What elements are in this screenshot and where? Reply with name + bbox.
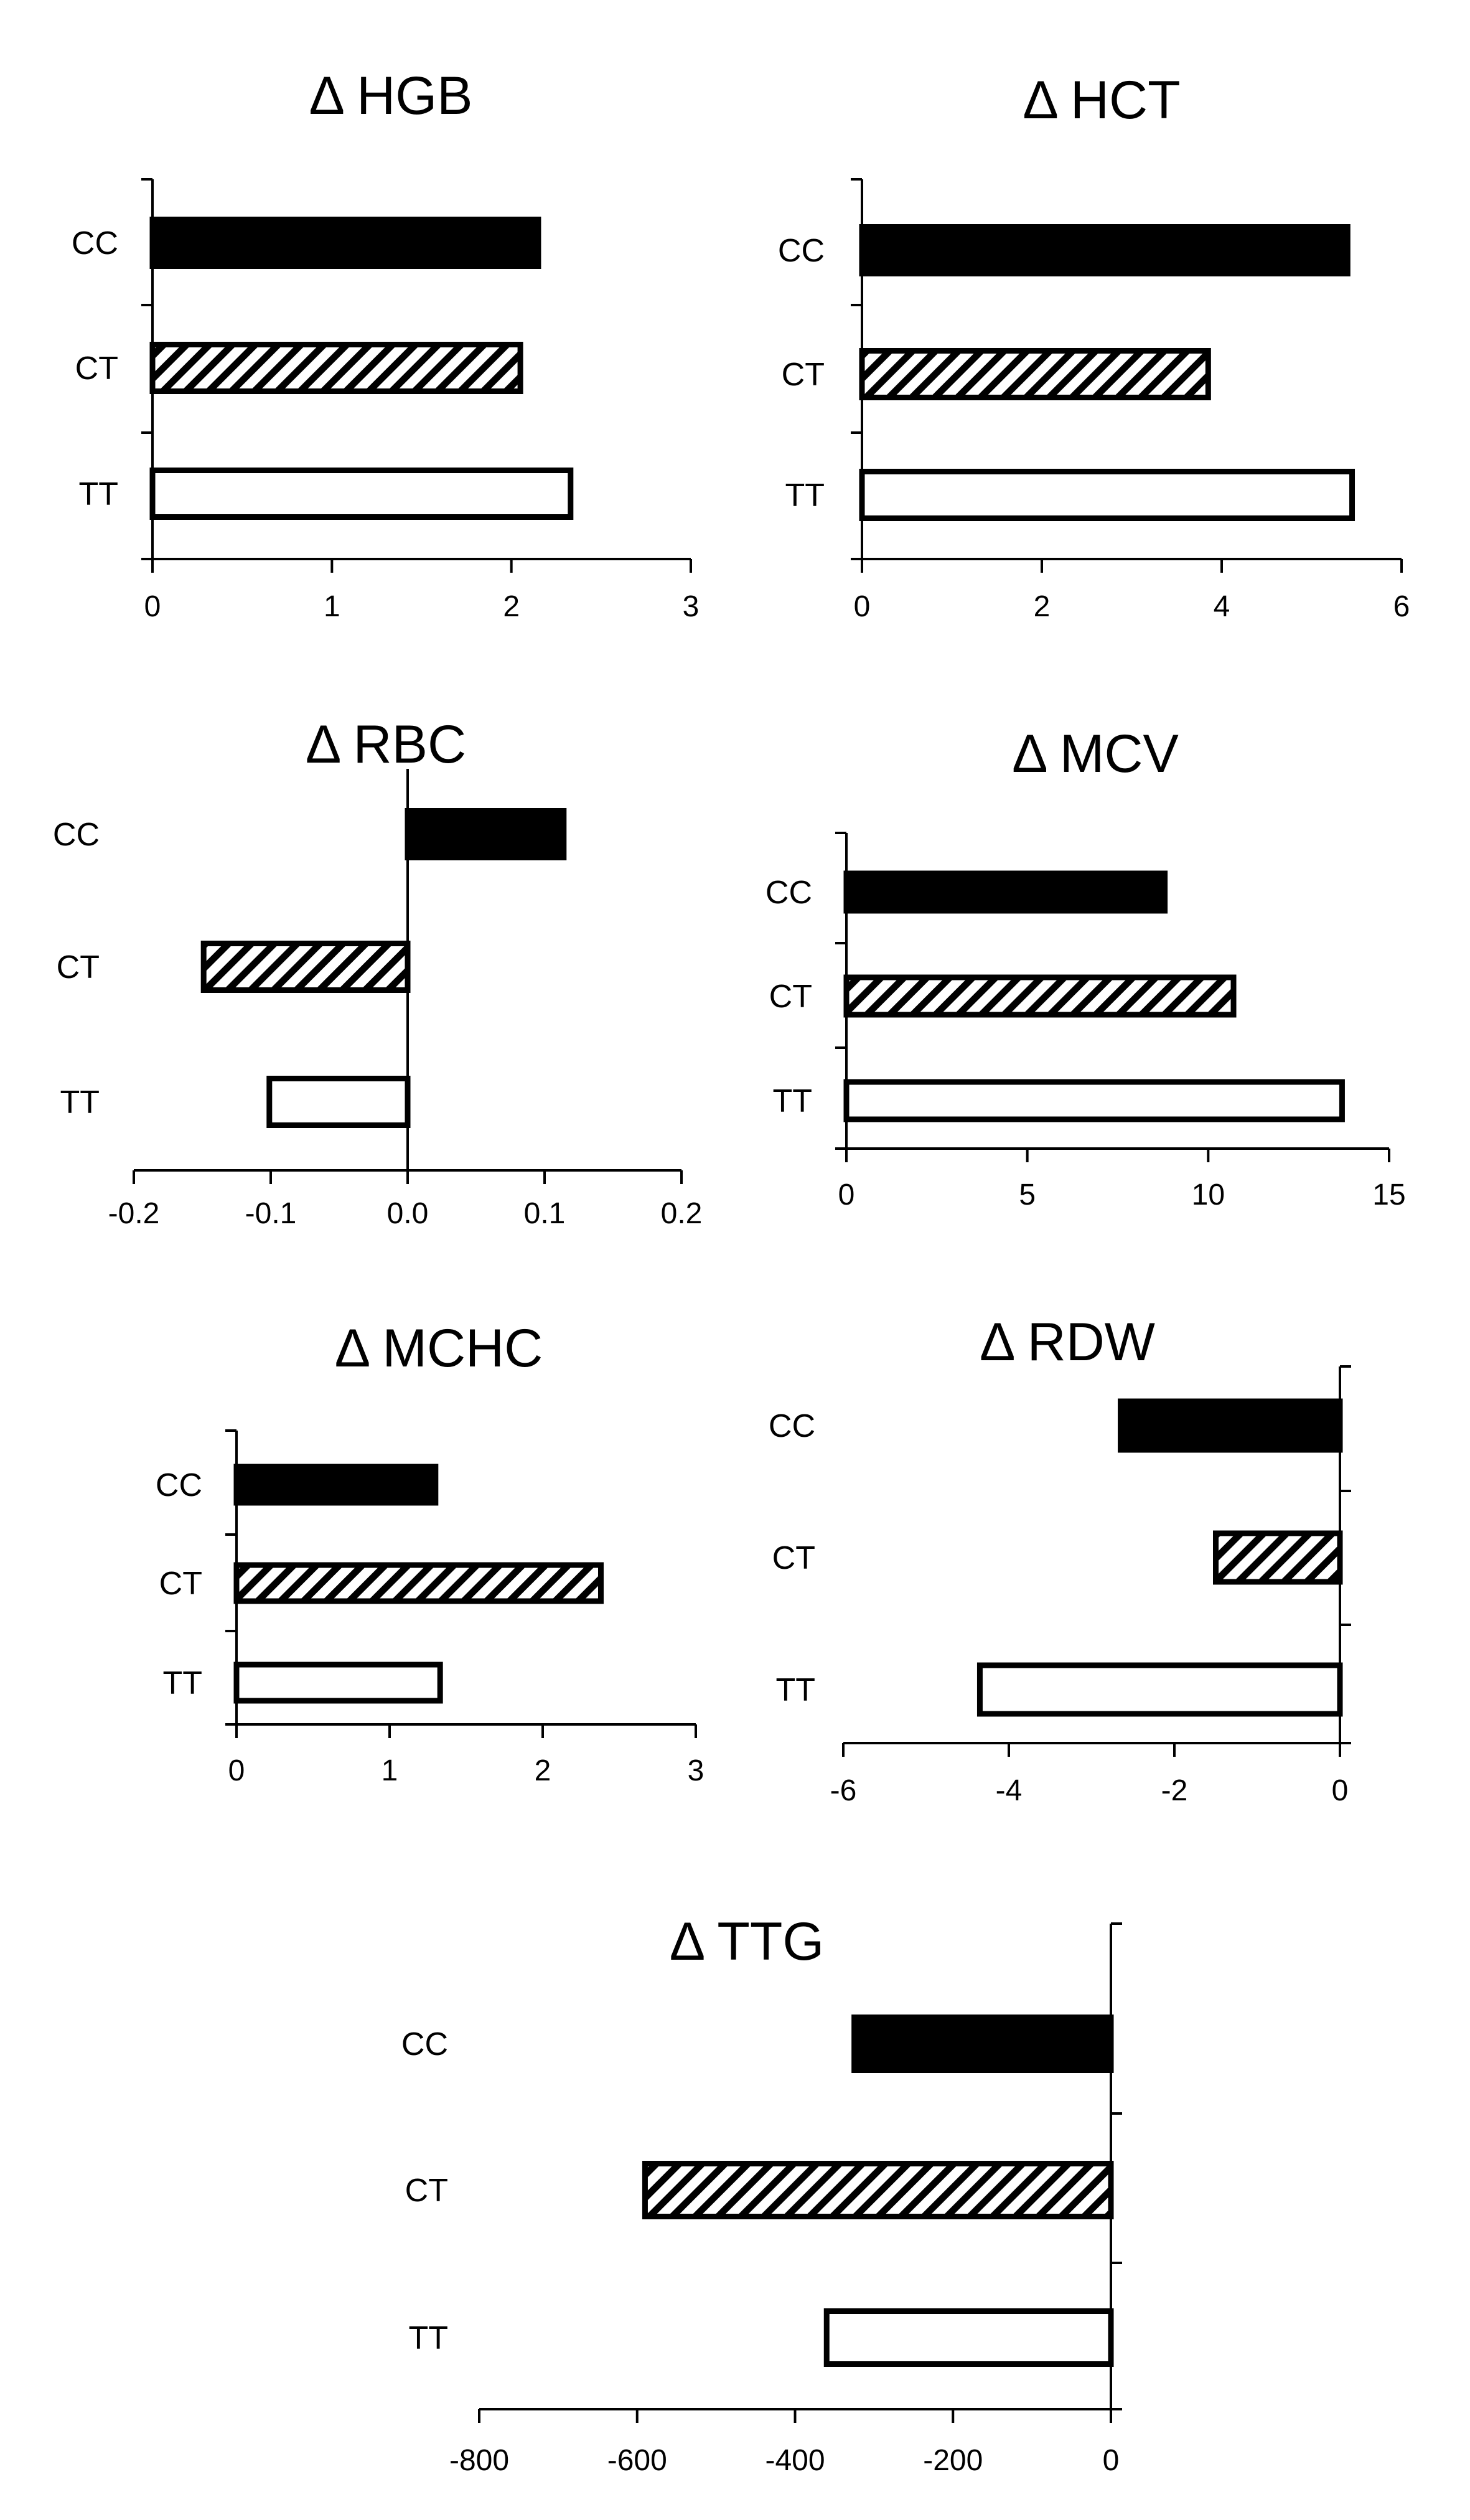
x-tick-label: 3	[683, 590, 700, 623]
x-tick-label: -200	[923, 2444, 983, 2477]
chart-title: Δ TTG	[670, 1912, 825, 1972]
x-tick-label: 0	[838, 1178, 855, 1211]
bar-ct	[1213, 1530, 1343, 1585]
bar-ct	[642, 2161, 1114, 2219]
category-label: TT	[772, 1083, 812, 1119]
category-label: CT	[769, 979, 812, 1015]
x-tick-label: 0	[854, 590, 871, 623]
category-label: CC	[765, 875, 812, 911]
x-tick-label: 2	[535, 1754, 551, 1787]
chart-panel-5: Δ MCHC CC CT TT 0 1 2 3	[156, 1319, 704, 1787]
x-tick-label: 0	[1103, 2444, 1120, 2477]
x-tick-label: 0	[144, 590, 161, 623]
category-label: TT	[60, 1084, 100, 1121]
bar-cc	[1118, 1398, 1343, 1453]
chart-title: Δ MCHC	[335, 1319, 543, 1378]
chart-panel-6: Δ RDW CC CT TT -6 -4 -2 0	[769, 1312, 1351, 1807]
x-tick-label: 3	[688, 1754, 705, 1787]
x-tick-label: 2	[1034, 590, 1051, 623]
x-tick-label: -600	[607, 2444, 667, 2477]
category-label: CC	[72, 225, 118, 261]
x-tick-label: 0	[228, 1754, 245, 1787]
category-label: CT	[57, 949, 100, 985]
category-label: CC	[156, 1467, 202, 1503]
chart-title: Δ MCV	[1012, 724, 1179, 784]
category-label: TT	[78, 476, 118, 512]
x-tick-label: -0.1	[245, 1197, 297, 1230]
chart-title: Δ HCT	[1023, 70, 1180, 130]
x-tick-label: 0.1	[524, 1197, 566, 1230]
chart-title: Δ RBC	[306, 715, 466, 774]
chart-panel-3: Δ RBC CC CT TT -0.2 -0.1 0.0 0.1 0.2	[53, 715, 702, 1230]
category-label: TT	[785, 477, 825, 514]
chart-panel-2: Δ HCT CC CT TT 0 2 4 6	[778, 70, 1410, 623]
bar-ct	[200, 941, 411, 993]
x-tick-label: 5	[1019, 1178, 1036, 1211]
bar-tt	[976, 1662, 1343, 1717]
bar-cc	[233, 1464, 439, 1506]
x-tick-label: -6	[830, 1774, 857, 1807]
x-tick-label: -800	[449, 2444, 509, 2477]
category-label: TT	[775, 1672, 815, 1708]
x-tick-label: 1	[324, 590, 340, 623]
chart-panel-7: Δ TTG CC CT TT -800 -600 -400 -200 0	[401, 1912, 1122, 2477]
category-label: CT	[782, 357, 825, 393]
x-tick-label: 1	[382, 1754, 398, 1787]
chart-title: Δ HGB	[309, 66, 473, 126]
bar-cc	[405, 808, 567, 860]
x-tick-label: -0.2	[108, 1197, 160, 1230]
x-tick-label: 0.2	[661, 1197, 703, 1230]
category-label: CC	[401, 2026, 448, 2062]
category-label: CT	[159, 1566, 202, 1602]
bar-tt	[859, 469, 1355, 521]
category-label: CT	[405, 2173, 448, 2209]
x-tick-label: 4	[1214, 590, 1230, 623]
x-tick-label: 15	[1372, 1178, 1405, 1211]
chart-panel-4: Δ MCV CC CT TT 0 5 10 15	[765, 724, 1406, 1211]
category-label: TT	[408, 2320, 448, 2356]
bar-ct	[149, 342, 523, 394]
x-tick-label: 0.0	[387, 1197, 429, 1230]
chart-panel-1: Δ HGB CC CT TT 0 1 2 3	[72, 66, 699, 623]
category-label: CC	[769, 1408, 815, 1444]
bar-ct	[233, 1562, 604, 1604]
x-tick-label: -4	[996, 1774, 1023, 1807]
category-label: CT	[75, 350, 118, 387]
x-tick-label: 6	[1393, 590, 1410, 623]
category-label: CC	[778, 233, 825, 269]
category-label: CC	[53, 817, 100, 853]
x-tick-label: -400	[765, 2444, 825, 2477]
bar-tt	[233, 1662, 443, 1704]
category-label: TT	[162, 1665, 202, 1701]
x-tick-label: 10	[1192, 1178, 1225, 1211]
x-tick-label: -2	[1161, 1774, 1188, 1807]
bar-ct	[843, 974, 1237, 1018]
bar-tt	[266, 1076, 411, 1128]
x-tick-label: 2	[503, 590, 520, 623]
bar-cc	[843, 870, 1168, 914]
bar-tt	[149, 468, 574, 520]
category-label: CT	[772, 1540, 815, 1576]
bar-cc	[149, 217, 541, 269]
bar-cc	[859, 224, 1351, 276]
x-tick-label: 0	[1332, 1774, 1349, 1807]
bar-tt	[843, 1079, 1345, 1122]
bar-tt	[823, 2308, 1114, 2367]
bar-cc	[851, 2015, 1114, 2073]
bar-ct	[859, 348, 1211, 400]
chart-title: Δ RDW	[980, 1312, 1155, 1372]
